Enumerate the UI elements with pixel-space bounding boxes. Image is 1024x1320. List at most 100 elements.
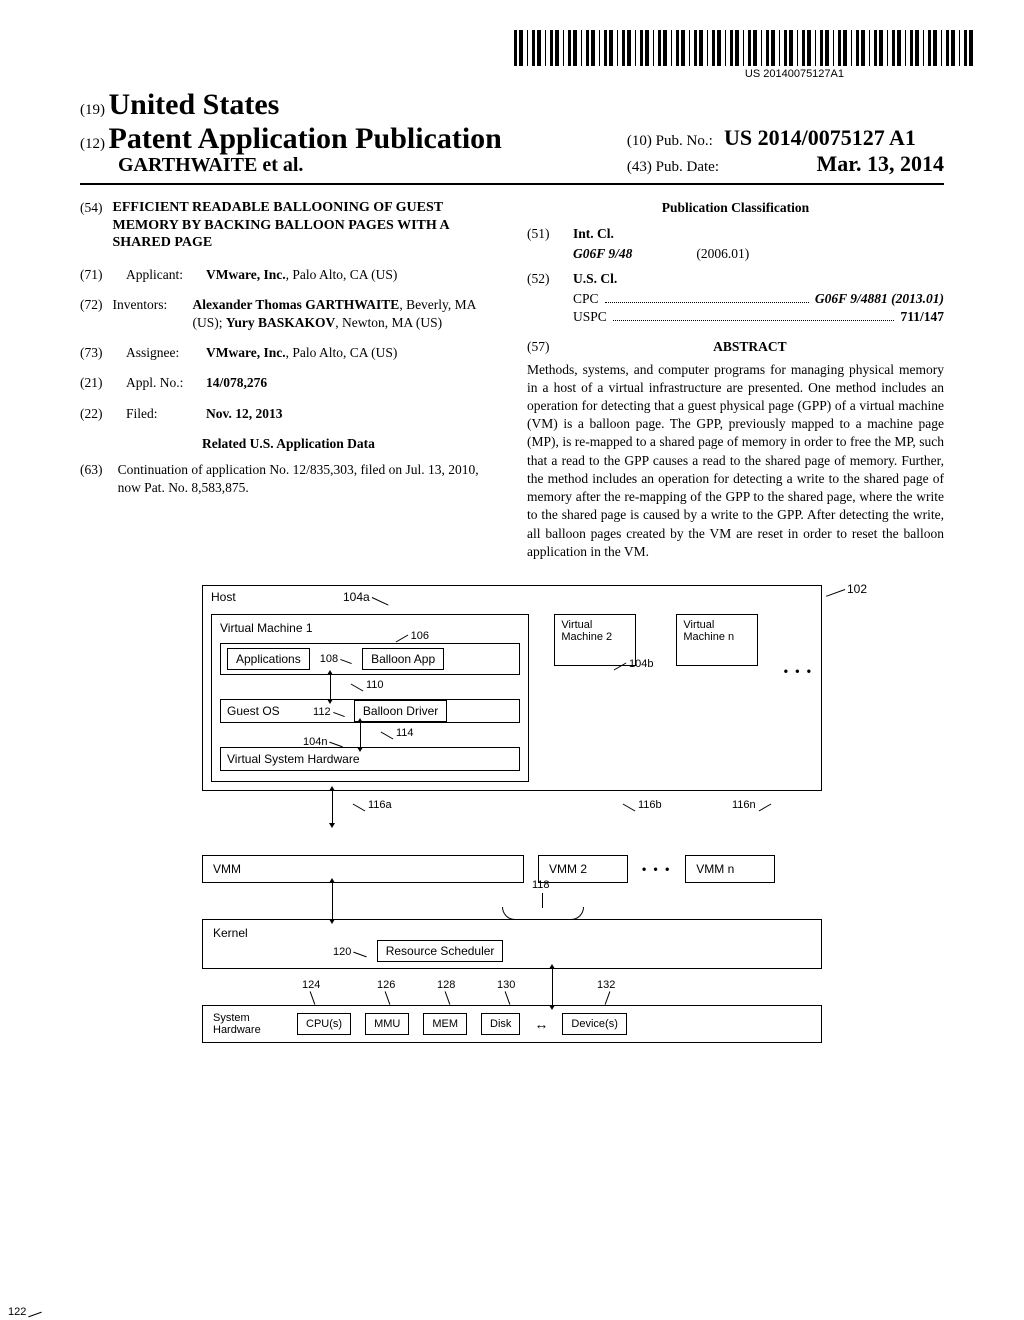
uspc-label: USPC xyxy=(573,308,607,326)
guest-os-label: Guest OS xyxy=(227,704,280,718)
vmn-label: Virtual Machine n xyxy=(683,619,734,643)
ellipsis-icon-2: • • • xyxy=(642,862,671,876)
ref-104n: 104n xyxy=(303,736,343,748)
virtual-system-hw-box: Virtual System Hardware xyxy=(220,747,520,771)
intcl-code: G06F 9/48 xyxy=(573,246,632,261)
host-box: Host 104a 102 Virtual Machine 1 106 Appl… xyxy=(202,585,822,791)
code-43: (43) xyxy=(627,159,652,175)
publication-date: Mar. 13, 2014 xyxy=(816,151,944,176)
arrow-icon-4 xyxy=(332,883,333,919)
vm1-box: Virtual Machine 1 106 Applications 108 B… xyxy=(211,614,529,782)
ref-102: 102 xyxy=(825,582,867,596)
body-columns: (54) EFFICIENT READABLE BALLOONING OF GU… xyxy=(80,199,944,561)
cpus-box: CPU(s) xyxy=(297,1013,351,1035)
barcode-block: US 20140075127A1 xyxy=(80,30,974,80)
code-12: (12) xyxy=(80,136,105,152)
dotted-leader-2 xyxy=(613,319,895,321)
code-63: (63) xyxy=(80,461,108,497)
code-52: (52) xyxy=(527,270,563,288)
code-71: (71) xyxy=(80,266,116,284)
country: United States xyxy=(109,88,280,121)
ref-110: 110 xyxy=(350,679,384,691)
assignee-label: Assignee: xyxy=(126,344,196,362)
vmm-label: VMM xyxy=(213,862,241,876)
right-column: Publication Classification (51) Int. Cl.… xyxy=(527,199,944,561)
vmmn-label: VMM n xyxy=(696,862,734,876)
ref-116b: 116b xyxy=(622,799,662,811)
abstract-title: ABSTRACT xyxy=(566,338,933,356)
ref-124: 124 xyxy=(302,979,320,991)
code-19: (19) xyxy=(80,102,105,118)
ref-106: 106 xyxy=(395,630,429,642)
system-hardware-box: System Hardware CPU(s) MMU MEM Disk ↔ De… xyxy=(202,1005,822,1043)
intcl-date: (2006.01) xyxy=(696,246,749,261)
ellipsis-icon: • • • xyxy=(784,664,813,678)
uspc-value: 711/147 xyxy=(900,308,944,326)
barcode-icon xyxy=(514,30,974,66)
filed-date: Nov. 12, 2013 xyxy=(206,405,283,423)
applicant-rest: , Palo Alto, CA (US) xyxy=(286,267,398,282)
publication-number: US 2014/0075127 A1 xyxy=(724,125,916,150)
vmm2-label: VMM 2 xyxy=(549,862,587,876)
vmmn-box: VMM n xyxy=(685,855,775,883)
ref-116a: 116a xyxy=(352,799,392,811)
invention-title: EFFICIENT READABLE BALLOONING OF GUEST M… xyxy=(113,199,498,252)
vsys-label: Virtual System Hardware xyxy=(227,752,360,766)
code-72: (72) xyxy=(80,296,103,332)
pub-classification-title: Publication Classification xyxy=(527,199,944,217)
double-arrow-icon: ↔ xyxy=(534,1016,548,1032)
code-10: (10) xyxy=(627,133,652,149)
authors: GARTHWAITE et al. xyxy=(118,154,303,176)
ref-120: 120 xyxy=(333,946,367,958)
barcode-text: US 20140075127A1 xyxy=(80,68,844,80)
ref-118: 118 xyxy=(532,879,550,891)
vmn-box: Virtual Machine n xyxy=(676,614,758,666)
code-54: (54) xyxy=(80,199,103,252)
code-51: (51) xyxy=(527,225,563,243)
ref-104b: 104b xyxy=(613,658,653,670)
architecture-diagram: Host 104a 102 Virtual Machine 1 106 Appl… xyxy=(202,585,822,1043)
pubno-label: Pub. No.: xyxy=(656,133,713,149)
header: (19) United States (12) Patent Applicati… xyxy=(80,88,944,185)
cpc-label: CPC xyxy=(573,290,599,308)
resource-scheduler-box: Resource Scheduler xyxy=(377,940,504,962)
mem-box: MEM xyxy=(423,1013,467,1035)
related-text: Continuation of application No. 12/835,3… xyxy=(118,461,497,497)
applicant-label: Applicant: xyxy=(126,266,196,284)
arrow-icon xyxy=(330,675,331,699)
balloon-driver-box: Balloon Driver xyxy=(354,700,447,722)
ref-108: 108 xyxy=(320,653,352,665)
left-column: (54) EFFICIENT READABLE BALLOONING OF GU… xyxy=(80,199,497,561)
ref-122: 122 xyxy=(8,1306,42,1318)
code-22: (22) xyxy=(80,405,116,423)
uscl-label: U.S. Cl. xyxy=(573,270,617,288)
arrow-icon-3 xyxy=(332,791,333,823)
header-left: (12) Patent Application Publication GART… xyxy=(80,122,502,177)
publication-type: Patent Application Publication xyxy=(109,122,502,155)
code-73: (73) xyxy=(80,344,116,362)
balloon-app-box: Balloon App xyxy=(362,648,444,670)
ref-128: 128 xyxy=(437,979,455,991)
related-title: Related U.S. Application Data xyxy=(80,435,497,453)
applications-box: Applications xyxy=(227,648,310,670)
system-hardware-label: System Hardware xyxy=(213,1012,283,1036)
assignee-text: VMware, Inc., Palo Alto, CA (US) xyxy=(206,344,397,362)
ref-132: 132 xyxy=(597,979,615,991)
header-right: (10) Pub. No.: US 2014/0075127 A1 (43) P… xyxy=(627,125,944,177)
ref-112: 112 xyxy=(313,706,345,718)
inventors-text: Alexander Thomas GARTHWAITE, Beverly, MA… xyxy=(193,296,498,332)
code-21: (21) xyxy=(80,374,116,392)
filed-label: Filed: xyxy=(126,405,196,423)
intcl-label: Int. Cl. xyxy=(573,225,614,243)
cpc-value: G06F 9/4881 (2013.01) xyxy=(815,291,944,306)
kernel-label: Kernel xyxy=(213,926,248,940)
arrow-icon-2 xyxy=(360,723,361,747)
vm1-label: Virtual Machine 1 xyxy=(220,621,520,635)
ref-126: 126 xyxy=(377,979,395,991)
abstract-text: Methods, systems, and computer programs … xyxy=(527,361,944,561)
patent-page: US 20140075127A1 (19) United States (12)… xyxy=(0,0,1024,1320)
devices-box: Device(s) xyxy=(562,1013,626,1035)
arrow-icon-5 xyxy=(552,969,553,1005)
ref-130: 130 xyxy=(497,979,515,991)
kernel-box: Kernel 120 Resource Scheduler xyxy=(202,919,822,969)
